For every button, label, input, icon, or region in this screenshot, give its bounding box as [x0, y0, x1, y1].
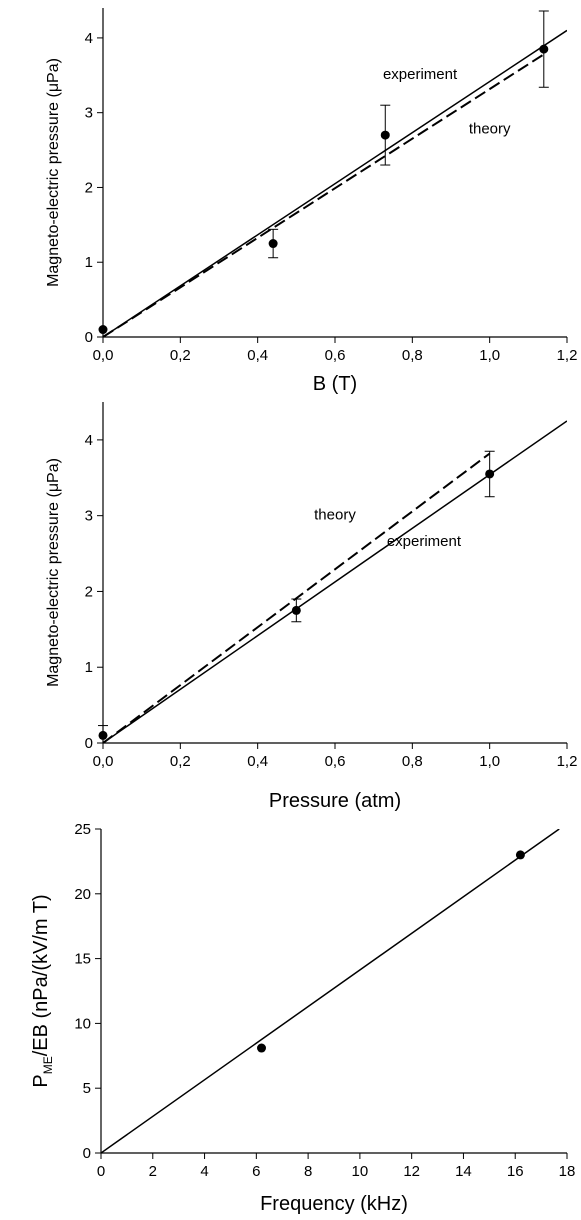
y-tick-label: 0	[83, 1145, 91, 1162]
x-tick-label: 18	[559, 1163, 576, 1180]
fit-lines	[103, 420, 567, 743]
x-tick-label: 0,2	[170, 753, 191, 770]
y-tick-label: 1	[85, 254, 93, 271]
x-tick-label: 0,4	[247, 753, 268, 770]
data-point	[291, 605, 301, 615]
y-axis-title: Magneto-electric pressure (μPa)	[45, 458, 62, 687]
x-tick-label: 6	[252, 1163, 260, 1180]
annotation-experiment: experiment	[383, 66, 458, 83]
x-tick-label: 14	[455, 1163, 472, 1180]
y-axis-title-subscript: ME	[41, 1056, 55, 1074]
data-point	[485, 469, 495, 479]
x-tick-label: 10	[352, 1163, 369, 1180]
experiment-line	[103, 420, 567, 743]
data-point	[515, 850, 525, 860]
x-tick-label: 1,2	[557, 347, 578, 364]
x-tick-label: 0,8	[402, 753, 423, 770]
y-tick-label: 20	[74, 886, 91, 903]
experiment-line	[103, 29, 567, 337]
x-tick-label: 12	[403, 1163, 420, 1180]
x-tick-label: 0,2	[170, 347, 191, 364]
y-axis-title: PME/EB (nPa/(kV/m T)	[30, 894, 55, 1087]
fit-line	[101, 829, 560, 1153]
y-axis-title-rest: /EB (nPa/(kV/m T)	[30, 894, 52, 1056]
x-tick-label: 0	[97, 1163, 105, 1180]
data-point	[539, 44, 549, 54]
y-tick-label: 0	[85, 329, 93, 346]
y-tick-label: 3	[85, 105, 93, 122]
y-tick-label: 2	[85, 179, 93, 196]
x-axis-title: Frequency (kHz)	[260, 1193, 408, 1215]
y-tick-label: 3	[85, 508, 93, 525]
chart-3: 0 2 4 6 8 10 12 14 16 18 0 5 10 15 20 25 Frequency (kHz)…	[30, 821, 575, 1215]
y-axis-title: Magneto-electric pressure (μPa)	[45, 58, 62, 287]
y-tick-label: 10	[74, 1015, 91, 1032]
x-tick-label: 4	[200, 1163, 208, 1180]
annotation-theory: theory	[469, 121, 511, 138]
x-tick-label: 0,6	[325, 347, 346, 364]
fit-lines	[103, 29, 567, 337]
chart-2: 0,0 0,2 0,4 0,6 0,8 1,0 1,2 0 1 2 3 4 Pressure (atm)…	[45, 402, 577, 812]
x-tick-label: 0,6	[325, 753, 346, 770]
y-tick-label: 0	[85, 735, 93, 752]
x-tick-label: 2	[149, 1163, 157, 1180]
data-point	[257, 1043, 267, 1053]
y-tick-label: 1	[85, 659, 93, 676]
theory-line	[103, 53, 545, 337]
x-axis-title: Pressure (atm)	[269, 790, 401, 812]
annotation-theory: theory	[314, 506, 356, 523]
x-tick-label: 8	[304, 1163, 312, 1180]
y-axis-title-main: P	[30, 1074, 52, 1087]
data-point	[98, 325, 108, 335]
y-tick-label: 4	[85, 432, 93, 449]
x-tick-label: 0,0	[93, 753, 114, 770]
annotation-experiment: experiment	[387, 533, 462, 550]
x-tick-label: 0,4	[247, 347, 268, 364]
x-tick-label: 1,0	[479, 753, 500, 770]
data-point	[380, 130, 390, 140]
x-tick-label: 0,8	[402, 347, 423, 364]
y-tick-label: 4	[85, 30, 93, 47]
theory-line	[103, 452, 491, 743]
y-tick-label: 15	[74, 951, 91, 968]
x-tick-label: 1,2	[557, 753, 578, 770]
data-point	[98, 730, 108, 740]
data-point	[268, 239, 278, 249]
fit-lines	[101, 829, 560, 1153]
y-tick-label: 2	[85, 583, 93, 600]
chart-1: 0,0 0,2 0,4 0,6 0,8 1,0 1,2 0 1 2 3 4 B (T) Magneto-e…	[45, 8, 577, 395]
x-tick-label: 0,0	[93, 347, 114, 364]
x-tick-label: 16	[507, 1163, 524, 1180]
x-tick-label: 1,0	[479, 347, 500, 364]
y-tick-label: 5	[83, 1080, 91, 1097]
y-tick-label: 25	[74, 821, 91, 838]
x-axis-title: B (T)	[313, 373, 357, 395]
